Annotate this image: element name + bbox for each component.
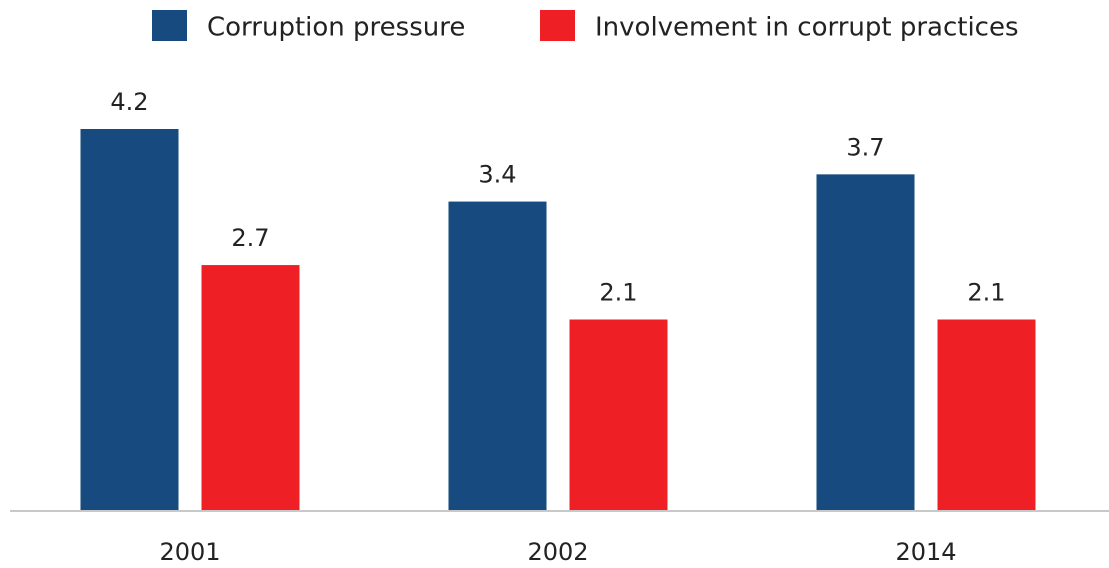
bar [816,174,915,510]
bar [201,265,300,510]
value-label: 3.4 [478,161,516,189]
value-label: 2.1 [599,279,637,307]
legend-swatch [152,10,187,41]
value-label: 4.2 [110,88,148,116]
bar [937,319,1036,510]
value-label: 2.1 [967,279,1005,307]
bar [569,319,668,510]
value-label: 2.7 [231,224,269,252]
x-tick-label: 2002 [527,538,588,566]
bar [448,201,547,511]
bar [80,129,179,510]
x-tick-label: 2001 [159,538,220,566]
legend-swatch [540,10,575,41]
x-tick-label: 2014 [895,538,956,566]
value-label: 3.7 [846,133,884,161]
legend-label: Involvement in corrupt practices [595,13,1019,43]
legend-label: Corruption pressure [207,13,465,43]
